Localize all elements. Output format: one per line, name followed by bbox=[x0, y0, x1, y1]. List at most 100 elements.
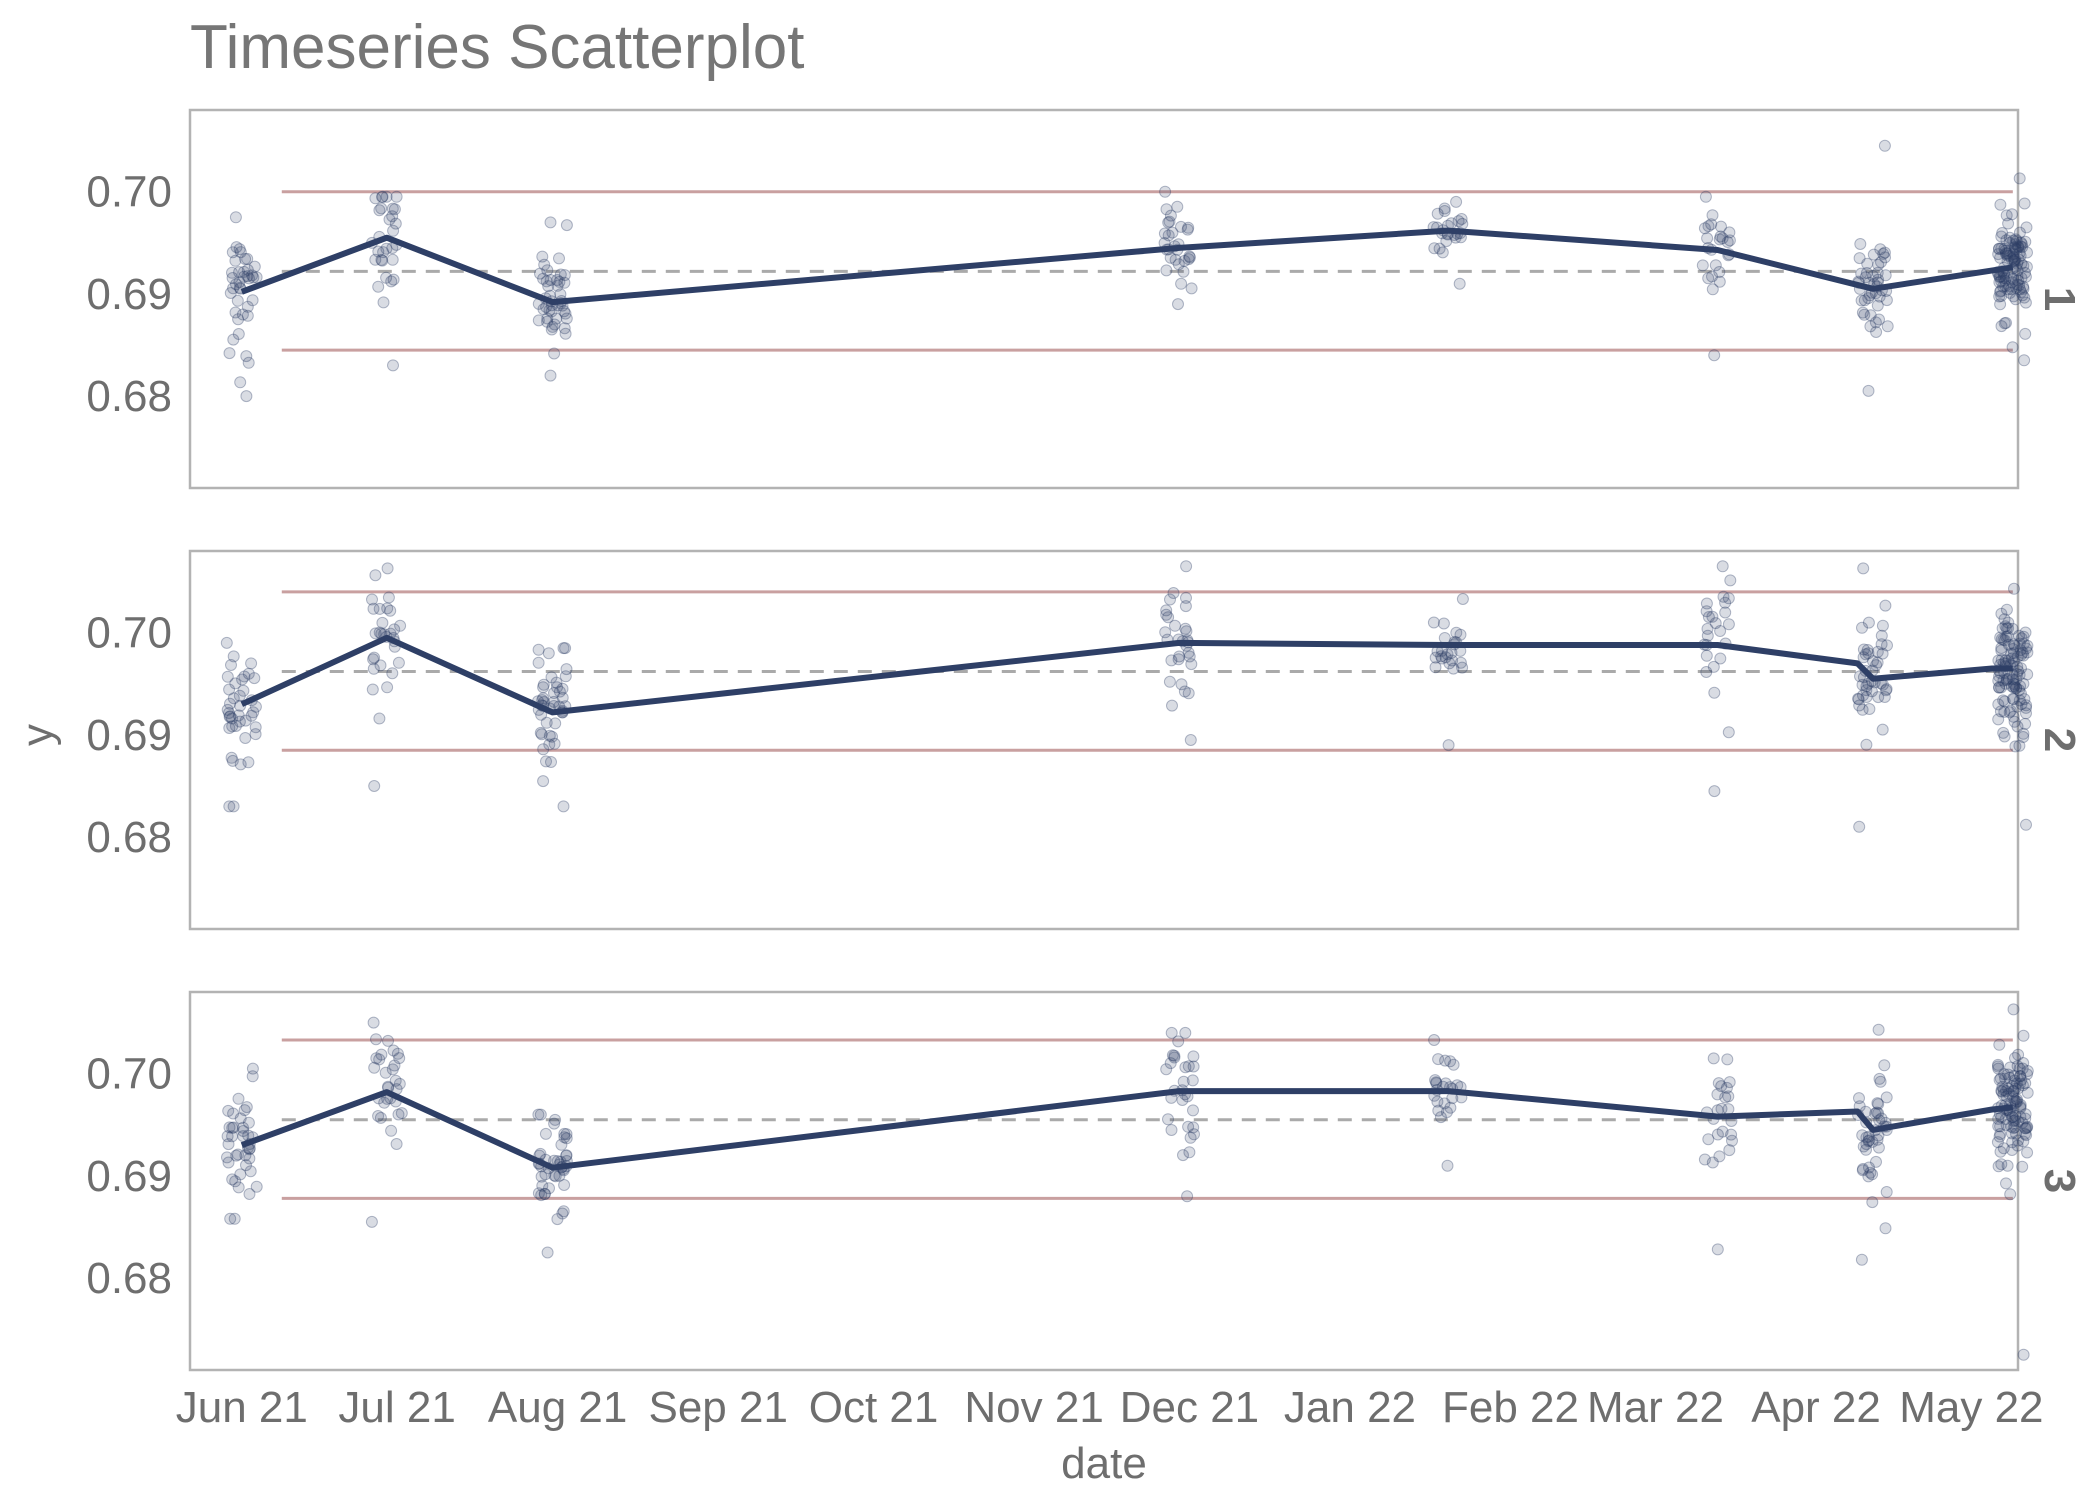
data-point bbox=[2020, 1122, 2032, 1135]
data-point bbox=[1169, 253, 1182, 266]
data-point bbox=[1992, 248, 2005, 261]
data-point bbox=[2009, 238, 2022, 251]
data-point bbox=[1450, 626, 1463, 639]
data-point bbox=[1997, 674, 2010, 687]
data-point bbox=[1164, 593, 1176, 606]
data-point bbox=[560, 1149, 573, 1162]
data-point bbox=[1700, 597, 1713, 610]
data-point bbox=[367, 662, 380, 675]
x-tick-label: Jul 21 bbox=[338, 1383, 455, 1432]
data-point bbox=[373, 602, 386, 615]
data-point bbox=[2005, 1127, 2018, 1140]
data-point bbox=[1880, 684, 1892, 697]
data-point bbox=[378, 1096, 391, 1109]
data-point bbox=[2020, 699, 2033, 712]
data-point bbox=[2006, 1080, 2019, 1092]
data-point bbox=[1430, 1076, 1443, 1089]
data-point bbox=[231, 294, 244, 307]
data-point bbox=[557, 800, 570, 813]
data-point bbox=[246, 1062, 259, 1075]
data-point bbox=[2015, 272, 2028, 284]
data-point bbox=[1852, 693, 1865, 706]
data-point bbox=[544, 216, 557, 229]
mean-line bbox=[240, 634, 2013, 716]
data-point bbox=[1440, 1106, 1453, 1119]
data-point bbox=[557, 642, 570, 655]
data-point bbox=[365, 1215, 378, 1228]
data-point bbox=[1995, 681, 2008, 694]
data-point bbox=[226, 1121, 239, 1134]
data-point bbox=[558, 1127, 571, 1140]
data-point bbox=[239, 732, 252, 744]
data-point bbox=[2015, 238, 2028, 251]
data-point bbox=[242, 1116, 255, 1129]
data-point bbox=[1992, 674, 2005, 687]
data-point bbox=[239, 253, 252, 265]
data-point bbox=[532, 656, 545, 669]
y-tick-label: 0.70 bbox=[86, 609, 172, 658]
data-point bbox=[1162, 216, 1175, 229]
panel-frame bbox=[188, 108, 2020, 490]
data-point bbox=[2014, 644, 2027, 657]
data-point bbox=[1162, 611, 1175, 624]
data-point bbox=[391, 1047, 404, 1060]
data-point bbox=[1162, 229, 1175, 242]
data-point bbox=[540, 716, 553, 729]
data-point bbox=[558, 269, 571, 282]
data-point bbox=[1997, 1084, 2010, 1096]
data-point bbox=[376, 191, 389, 203]
data-point bbox=[380, 242, 393, 255]
data-point bbox=[1995, 1085, 2008, 1098]
data-point bbox=[2014, 680, 2027, 693]
data-point bbox=[1711, 1128, 1724, 1141]
data-point bbox=[244, 1165, 257, 1178]
x-tick-label: Sep 21 bbox=[648, 1383, 787, 1432]
data-point bbox=[1995, 642, 2008, 654]
data-point bbox=[2008, 582, 2020, 595]
facet-label: 2 bbox=[2035, 728, 2084, 752]
data-point bbox=[2018, 693, 2031, 706]
data-point bbox=[1700, 605, 1713, 618]
data-point bbox=[1714, 652, 1727, 665]
data-point bbox=[2015, 632, 2028, 645]
data-point bbox=[2014, 1098, 2027, 1111]
data-point bbox=[542, 647, 555, 660]
data-point bbox=[1436, 246, 1449, 259]
facet-label: 3 bbox=[2035, 1169, 2084, 1193]
data-point bbox=[2002, 638, 2015, 651]
data-point bbox=[1876, 619, 1889, 632]
data-point bbox=[1854, 670, 1866, 683]
data-point bbox=[1431, 207, 1444, 220]
data-point bbox=[537, 303, 550, 316]
data-point bbox=[248, 260, 261, 273]
data-point bbox=[2020, 1121, 2033, 1134]
data-point bbox=[556, 691, 569, 704]
data-point bbox=[1453, 277, 1466, 290]
x-tick-label: Mar 22 bbox=[1587, 1383, 1724, 1432]
data-point bbox=[1696, 259, 1709, 272]
data-point bbox=[229, 720, 242, 732]
data-point bbox=[1875, 629, 1888, 642]
data-point bbox=[249, 721, 262, 734]
data-point bbox=[368, 1061, 381, 1074]
data-point bbox=[1164, 209, 1177, 222]
data-point bbox=[2016, 646, 2029, 659]
data-point bbox=[2003, 231, 2016, 244]
data-point bbox=[1428, 242, 1441, 255]
data-point bbox=[2001, 247, 2014, 260]
data-point bbox=[1167, 587, 1180, 599]
data-point bbox=[1708, 785, 1721, 798]
data-point bbox=[535, 1170, 548, 1183]
data-point bbox=[1867, 655, 1879, 668]
data-point bbox=[385, 275, 398, 288]
data-point bbox=[2013, 172, 2026, 185]
data-point bbox=[1995, 275, 2008, 287]
data-point bbox=[221, 1151, 233, 1164]
data-point bbox=[2013, 684, 2026, 696]
data-point bbox=[2003, 1071, 2016, 1084]
data-point bbox=[2014, 687, 2027, 700]
data-point bbox=[232, 1148, 244, 1161]
data-point bbox=[2007, 1085, 2020, 1098]
data-point bbox=[2017, 731, 2030, 743]
facet-label: 1 bbox=[2035, 287, 2084, 311]
